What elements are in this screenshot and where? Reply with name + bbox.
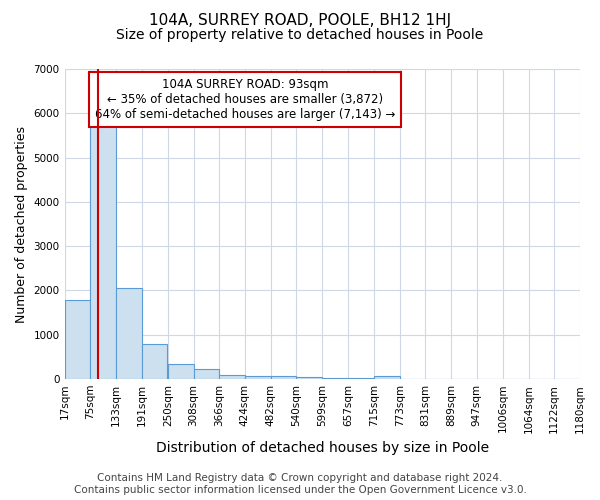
Bar — [322, 378, 348, 379]
Bar — [271, 376, 296, 379]
Bar — [296, 378, 322, 379]
Text: 104A SURREY ROAD: 93sqm
← 35% of detached houses are smaller (3,872)
64% of semi: 104A SURREY ROAD: 93sqm ← 35% of detache… — [95, 78, 395, 122]
Text: Contains HM Land Registry data © Crown copyright and database right 2024.
Contai: Contains HM Land Registry data © Crown c… — [74, 474, 526, 495]
Bar — [374, 376, 400, 379]
Bar — [142, 344, 167, 379]
Bar — [90, 123, 116, 379]
Y-axis label: Number of detached properties: Number of detached properties — [15, 126, 28, 322]
Bar — [65, 300, 90, 379]
Bar — [245, 376, 271, 379]
Bar — [219, 374, 245, 379]
Text: 104A, SURREY ROAD, POOLE, BH12 1HJ: 104A, SURREY ROAD, POOLE, BH12 1HJ — [149, 12, 451, 28]
Bar — [348, 378, 374, 379]
Bar — [194, 369, 219, 379]
Bar — [168, 364, 194, 379]
X-axis label: Distribution of detached houses by size in Poole: Distribution of detached houses by size … — [156, 441, 489, 455]
Text: Size of property relative to detached houses in Poole: Size of property relative to detached ho… — [116, 28, 484, 42]
Bar — [116, 288, 142, 379]
